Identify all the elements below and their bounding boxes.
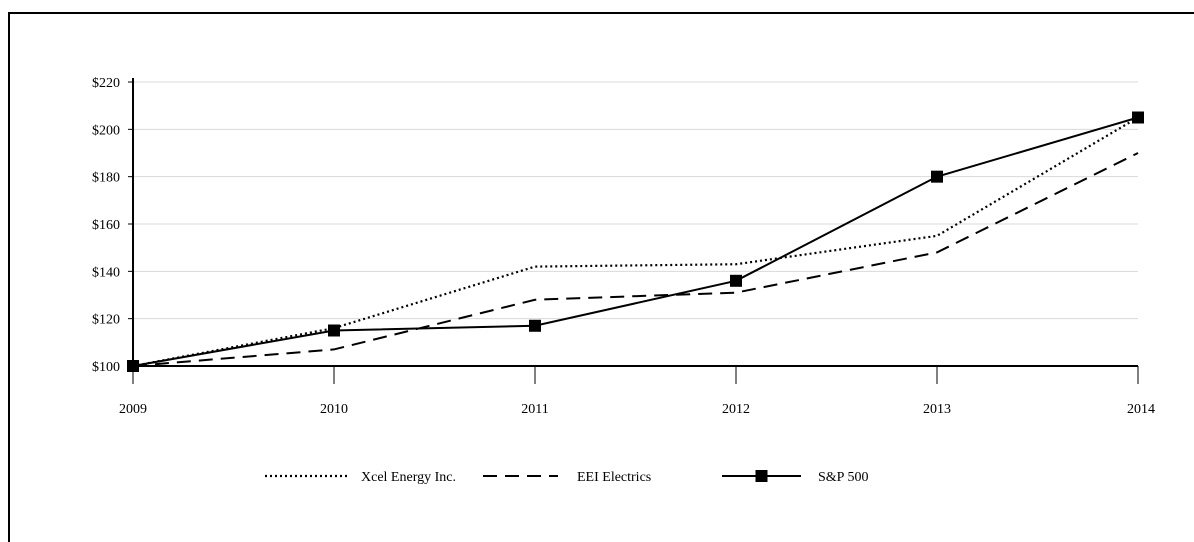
axes [132,78,1138,367]
x-tick-label: 2012 [722,402,750,417]
x-axis-ticks: 2009 2010 2011 2012 2013 2014 [119,366,1155,417]
y-tick-label: $200 [92,123,120,138]
y-tick-label: $220 [92,76,120,91]
x-tick-label: 2013 [923,402,951,417]
series-line [132,116,1139,367]
y-tick-label: $160 [92,218,120,233]
legend-label: EEI Electrics [577,470,651,485]
x-tick-label: 2011 [521,402,548,417]
series-line [132,116,1139,368]
legend: Xcel Energy Inc. EEI Electrics S&P 500 [265,470,868,485]
legend-item: EEI Electrics [483,470,651,485]
data-point [127,360,139,372]
legend-label: S&P 500 [818,470,868,485]
y-axis-ticks: $100 $120 $140 $160 $180 $200 $220 [92,76,133,375]
y-tick-label: $140 [92,265,120,280]
legend-item: S&P 500 [722,470,868,485]
data-point [529,319,541,332]
data-point [328,324,340,337]
data-point [931,170,943,183]
x-tick-label: 2010 [320,402,348,417]
legend-label: Xcel Energy Inc. [361,470,456,485]
grid-lines [133,81,1138,320]
series-group [127,111,1144,372]
series-line [132,152,1139,367]
series-eei-electrics [132,152,1139,367]
series-s-p-500 [127,111,1144,372]
data-point [1132,111,1144,124]
legend-item: Xcel Energy Inc. [265,470,456,485]
x-tick-label: 2014 [1127,402,1155,417]
y-tick-label: $180 [92,171,120,186]
chart-frame [8,12,1194,542]
y-tick-label: $100 [92,360,120,375]
legend-swatch-marker [755,470,768,482]
y-tick-label: $120 [92,313,120,328]
x-tick-label: 2009 [119,402,147,417]
series-xcel-energy-inc- [132,116,1139,368]
data-point [730,274,742,287]
